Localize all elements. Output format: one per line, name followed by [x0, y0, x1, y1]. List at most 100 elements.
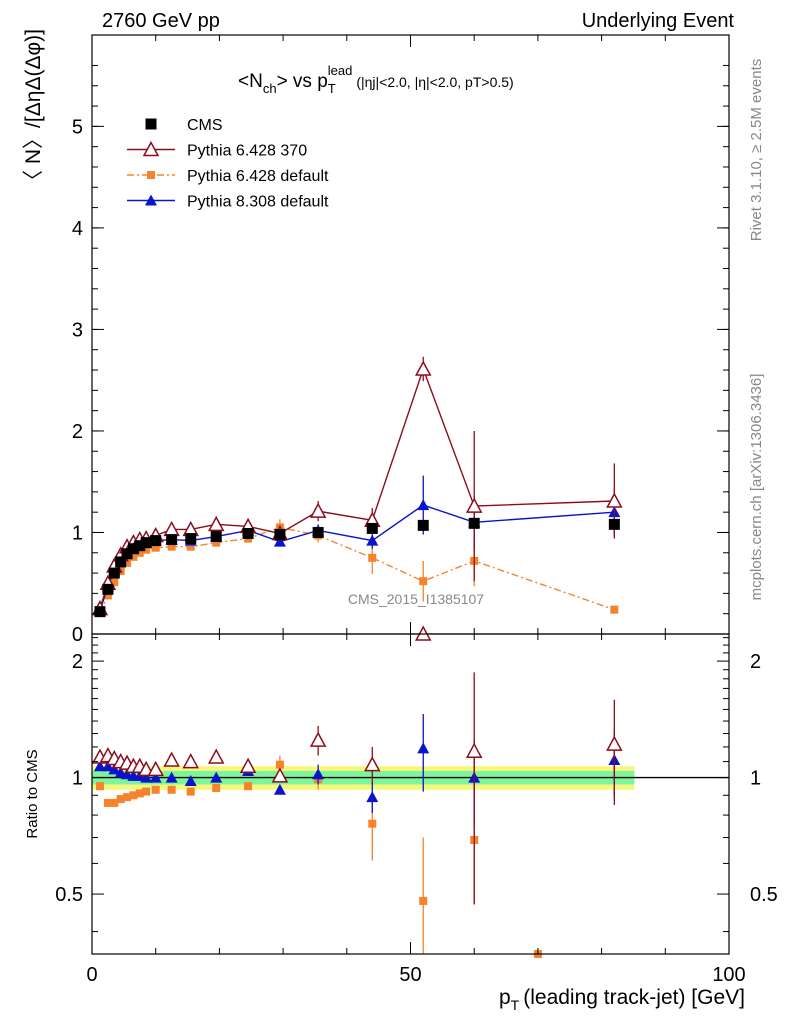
ratio-data-point [210, 771, 223, 783]
main-data-point [312, 526, 324, 538]
legend-marker [145, 118, 157, 130]
main-data-point [123, 558, 132, 567]
main-data-point [610, 605, 619, 614]
main-data-point [274, 529, 286, 541]
main-series-line [99, 366, 615, 609]
x-axis-label: pT (leading track-jet) [GeV] [499, 986, 745, 1013]
main-data-point [102, 583, 114, 595]
ratio-series-pythia-6-428-370 [91, 625, 623, 905]
main-data-point [94, 606, 106, 618]
main-data-point [140, 537, 152, 549]
main-series-pythia-6-428-370 [91, 356, 623, 616]
main-data-point [121, 548, 133, 560]
main-y-tick-label: 2 [72, 421, 83, 443]
ratio-data-point [239, 757, 257, 773]
main-data-point [368, 553, 377, 562]
ratio-data-point [419, 896, 428, 905]
ratio-data-point [182, 752, 199, 769]
ratio-data-point [135, 789, 144, 798]
ratio-data-point [312, 768, 325, 780]
main-data-point [134, 540, 146, 552]
main-data-point [151, 543, 160, 552]
ratio-data-point [147, 760, 164, 777]
main-y-tick-label: 5 [72, 116, 83, 138]
ratio-data-point [184, 774, 197, 786]
main-y-tick-label: 4 [72, 218, 83, 240]
main-data-point [273, 535, 286, 547]
ratio-y-tick-label-right: 0.5 [750, 884, 778, 906]
main-y-axis-label: 〈 N〉/[ΔηΔ(Δφ)] [22, 29, 45, 191]
ratio-data-point [116, 795, 125, 804]
main-title: <Nch> vs pTlead(|ηj|<2.0, |η|<2.0, pT>0.… [238, 63, 514, 96]
ratio-data-point [103, 798, 112, 807]
main-data-point [110, 578, 119, 587]
ratio-data-point [417, 742, 430, 754]
main-data-point [468, 517, 480, 529]
main-data-point [127, 543, 139, 555]
main-data-point [212, 538, 221, 547]
ratio-data-point [271, 767, 289, 783]
ratio-y-tick-label: 0.5 [55, 884, 83, 906]
x-tick-label: 100 [712, 964, 745, 986]
x-tick-label: 0 [86, 964, 97, 986]
rivet-version-label: Rivet 3.1.10, ≥ 2.5M events [748, 59, 765, 242]
ratio-data-point [366, 791, 379, 803]
legend-item: Pythia 6.428 370 [127, 140, 307, 160]
event-label: Underlying Event [582, 10, 735, 32]
legend-label: Pythia 6.428 370 [187, 143, 307, 160]
main-data-point [210, 531, 222, 543]
analysis-watermark: CMS_2015_I1385107 [348, 591, 484, 607]
main-data-point [150, 535, 162, 547]
ratio-data-point [129, 791, 138, 800]
main-data-point [207, 515, 225, 532]
legend-label: Pythia 8.308 default [187, 194, 329, 211]
ratio-y-tick-label-right: 1 [750, 768, 761, 790]
legend-item: CMS [145, 117, 223, 134]
energy-label: 2760 GeV pp [102, 10, 220, 32]
main-data-point [608, 518, 620, 530]
main-data-point [465, 497, 483, 513]
mcplots-label: mcplots.cern.ch [arXiv:1306.3436] [748, 374, 765, 601]
main-data-point [417, 519, 429, 531]
main-data-point [108, 567, 120, 579]
ratio-data-point [151, 785, 160, 794]
ratio-data-point [167, 785, 176, 794]
main-data-point [419, 577, 428, 586]
ratio-data-point [309, 731, 327, 747]
main-y-tick-label: 1 [72, 522, 83, 544]
ratio-data-point [101, 760, 114, 772]
legend-item: Pythia 6.428 default [127, 168, 329, 185]
ratio-y-axis-label: Ratio to CMS [24, 749, 41, 838]
legend-marker [147, 171, 155, 179]
main-data-point [417, 499, 430, 511]
main-panel: 0 1 2 3 4 5 <Nch> vs pTlead(|ηj|<2.0, |η|<2.0… [22, 29, 730, 646]
ratio-y-tick-label-right: 2 [750, 651, 761, 673]
ratio-y-tick-label: 2 [72, 651, 83, 673]
legend-marker [142, 140, 160, 157]
legend-marker [145, 194, 157, 206]
ratio-data-point [163, 751, 180, 767]
main-data-point [366, 522, 378, 534]
main-data-point [166, 534, 178, 546]
main-data-point [414, 360, 432, 376]
ratio-data-point [244, 782, 253, 791]
main-data-point [115, 556, 127, 568]
ratio-data-point [140, 771, 153, 783]
legend-item: Pythia 8.308 default [127, 194, 329, 211]
main-data-point [366, 534, 379, 546]
main-data-point [135, 548, 144, 557]
legend: CMS Pythia 6.428 370 Pythia 6.428 default P… [127, 117, 329, 211]
main-data-point [309, 502, 327, 518]
main-data-point [167, 542, 176, 551]
ratio-data-point [465, 742, 483, 758]
legend-label: CMS [187, 117, 223, 134]
ratio-data-point [212, 783, 221, 792]
ratio-data-point [149, 771, 162, 783]
ratio-y-tick-label: 1 [72, 768, 83, 790]
main-data-point [129, 552, 138, 561]
ratio-data-point [207, 748, 225, 764]
ratio-data-point [273, 783, 286, 795]
ratio-data-point [93, 760, 106, 772]
main-y-tick-label: 3 [72, 319, 83, 341]
